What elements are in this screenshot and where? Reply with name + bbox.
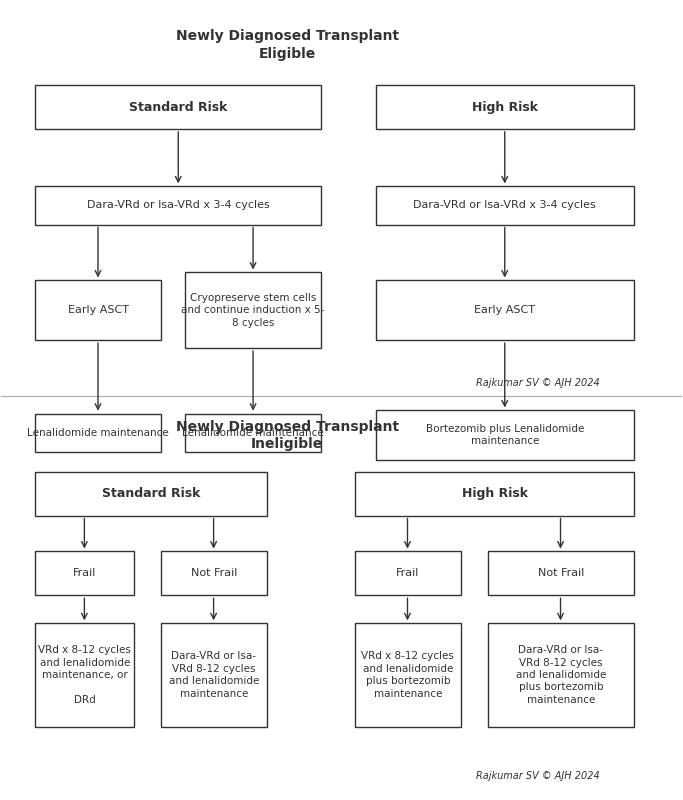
- FancyBboxPatch shape: [36, 85, 321, 129]
- FancyBboxPatch shape: [376, 85, 634, 129]
- Text: High Risk: High Risk: [462, 487, 527, 500]
- Text: Dara-VRd or Isa-
VRd 8-12 cycles
and lenalidomide
plus bortezomib
maintenance: Dara-VRd or Isa- VRd 8-12 cycles and len…: [516, 646, 606, 705]
- Text: Early ASCT: Early ASCT: [68, 306, 129, 315]
- Text: Dara-VRd or Isa-VRd x 3-4 cycles: Dara-VRd or Isa-VRd x 3-4 cycles: [87, 201, 270, 210]
- Text: VRd x 8-12 cycles
and lenalidomide
plus bortezomib
maintenance: VRd x 8-12 cycles and lenalidomide plus …: [361, 651, 454, 698]
- Text: Standard Risk: Standard Risk: [102, 487, 200, 500]
- FancyBboxPatch shape: [488, 623, 634, 727]
- Text: Bortezomib plus Lenalidomide
maintenance: Bortezomib plus Lenalidomide maintenance: [426, 424, 584, 446]
- Text: Dara-VRd or Isa-VRd x 3-4 cycles: Dara-VRd or Isa-VRd x 3-4 cycles: [413, 201, 596, 210]
- FancyBboxPatch shape: [376, 410, 634, 460]
- Text: Frail: Frail: [396, 568, 419, 578]
- Text: Cryopreserve stem cells
and continue induction x 5-
8 cycles: Cryopreserve stem cells and continue ind…: [182, 293, 324, 328]
- Text: Rajkumar SV © AJH 2024: Rajkumar SV © AJH 2024: [476, 771, 600, 781]
- FancyBboxPatch shape: [36, 623, 134, 727]
- Text: High Risk: High Risk: [472, 101, 538, 114]
- Text: Frail: Frail: [73, 568, 96, 578]
- Text: Not Frail: Not Frail: [191, 568, 237, 578]
- FancyBboxPatch shape: [488, 551, 634, 595]
- FancyBboxPatch shape: [161, 623, 266, 727]
- Text: Newly Diagnosed Transplant
Eligible: Newly Diagnosed Transplant Eligible: [176, 30, 399, 61]
- FancyBboxPatch shape: [36, 414, 161, 452]
- Text: VRd x 8-12 cycles
and lenalidomide
maintenance, or

DRd: VRd x 8-12 cycles and lenalidomide maint…: [38, 646, 131, 705]
- FancyBboxPatch shape: [355, 551, 460, 595]
- Text: Lenalidomide maintenance: Lenalidomide maintenance: [182, 428, 324, 438]
- FancyBboxPatch shape: [185, 273, 321, 348]
- Text: Newly Diagnosed Transplant
Ineligible: Newly Diagnosed Transplant Ineligible: [176, 420, 399, 451]
- FancyBboxPatch shape: [36, 186, 321, 225]
- Text: Not Frail: Not Frail: [538, 568, 584, 578]
- FancyBboxPatch shape: [376, 186, 634, 225]
- Text: Early ASCT: Early ASCT: [474, 306, 535, 315]
- FancyBboxPatch shape: [355, 623, 460, 727]
- FancyBboxPatch shape: [36, 472, 266, 515]
- FancyBboxPatch shape: [36, 551, 134, 595]
- Text: Dara-VRd or Isa-
VRd 8-12 cycles
and lenalidomide
maintenance: Dara-VRd or Isa- VRd 8-12 cycles and len…: [169, 651, 259, 698]
- FancyBboxPatch shape: [185, 414, 321, 452]
- Text: Rajkumar SV © AJH 2024: Rajkumar SV © AJH 2024: [476, 378, 600, 388]
- FancyBboxPatch shape: [161, 551, 266, 595]
- FancyBboxPatch shape: [355, 472, 634, 515]
- FancyBboxPatch shape: [36, 281, 161, 340]
- Text: Lenalidomide maintenance: Lenalidomide maintenance: [27, 428, 169, 438]
- FancyBboxPatch shape: [376, 281, 634, 340]
- Text: Standard Risk: Standard Risk: [129, 101, 227, 114]
